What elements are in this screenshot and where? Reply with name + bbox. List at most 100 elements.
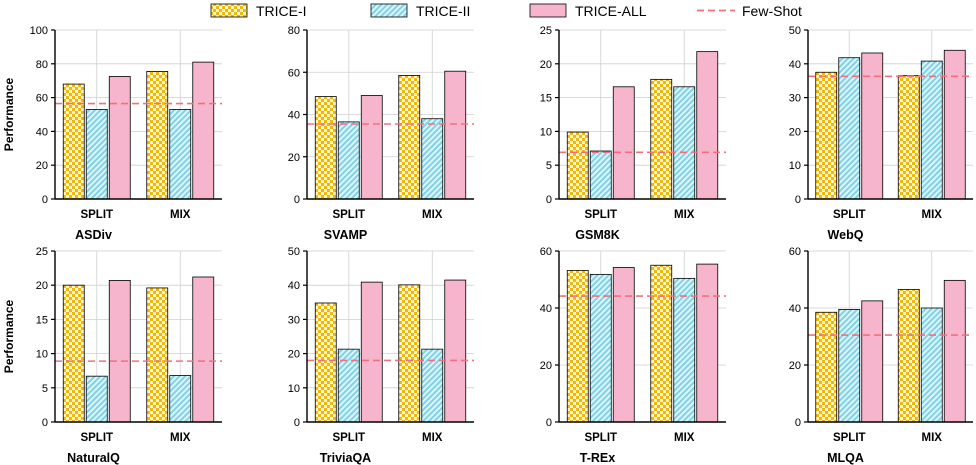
y-tick-label: 10 (540, 126, 552, 138)
y-tick-label: 60 (36, 93, 48, 105)
panel-title: GSM8K (575, 228, 619, 242)
bar-trice-ii-split (337, 121, 360, 200)
bar-trice-i-mix (398, 284, 421, 423)
y-tick-label: 60 (540, 246, 552, 258)
y-tick-label: 30 (288, 314, 300, 326)
x-tick-label: MIX (422, 209, 443, 221)
y-tick-label: 20 (540, 360, 552, 372)
bar-trice-i-split (314, 96, 337, 200)
bar-trice-i-mix (398, 75, 421, 200)
bar-trice-ii-mix (920, 307, 943, 423)
bar-trice-all-mix (943, 49, 966, 200)
bar-trice-ii-mix (920, 60, 943, 200)
y-tick-label: 20 (288, 152, 300, 164)
y-tick-label: 20 (540, 59, 552, 71)
y-tick-label: 0 (795, 417, 801, 429)
y-tick-label: 20 (789, 126, 801, 138)
panel-mlqa: SPLIT MIX 0 20 40 60 MLQA (789, 246, 973, 465)
bar-trice-i-mix (897, 75, 920, 200)
bar-trice-ii-mix (421, 118, 444, 200)
legend-label-trice-all: TRICE-ALL (575, 3, 647, 19)
y-tick-label: 40 (288, 110, 300, 122)
panel-title: TriviaQA (320, 451, 371, 465)
y-tick-label: 5 (546, 160, 552, 172)
bar-trice-ii-split (85, 375, 108, 423)
legend-swatch-trice-ii (370, 3, 408, 18)
y-tick-label: 20 (789, 360, 801, 372)
bar-trice-all-split (861, 52, 884, 200)
x-tick-label: SPLIT (332, 432, 365, 444)
y-tick-label: 0 (546, 194, 552, 206)
bar-trice-i-split (62, 83, 85, 200)
y-tick-label: 10 (36, 349, 48, 361)
x-tick-label: SPLIT (833, 209, 866, 221)
bar-trice-all-mix (943, 279, 966, 423)
x-tick-label: MIX (170, 209, 191, 221)
bar-trice-all-mix (696, 263, 719, 423)
y-tick-label: 40 (288, 280, 300, 292)
x-tick-label: SPLIT (584, 209, 617, 221)
panel-title: MLQA (827, 451, 864, 465)
x-tick-label: SPLIT (584, 432, 617, 444)
legend-item-trice-all: TRICE-ALL (529, 3, 647, 19)
x-tick-label: MIX (170, 432, 191, 444)
panel-title: WebQ (828, 228, 864, 242)
panel-title: NaturalQ (67, 451, 120, 465)
bar-trice-ii-split (838, 309, 861, 423)
y-tick-label: 0 (42, 417, 48, 429)
legend-swatch-trice-all (529, 3, 567, 18)
y-tick-label: 60 (789, 246, 801, 258)
legend-item-trice-ii: TRICE-II (370, 3, 470, 19)
y-tick-label: 40 (789, 303, 801, 315)
y-tick-label: 40 (540, 303, 552, 315)
y-tick-label: 40 (36, 126, 48, 138)
bar-trice-i-mix (897, 289, 920, 423)
bar-trice-i-mix (146, 71, 169, 200)
y-tick-label: 0 (795, 194, 801, 206)
y-tick-label: 30 (789, 93, 801, 105)
bar-trice-i-mix (650, 78, 673, 200)
x-tick-label: MIX (674, 209, 695, 221)
y-tick-label: 50 (789, 25, 801, 37)
panel-gsm8k: SPLIT MIX 0 5 10 15 20 25 GSM8K (540, 25, 726, 242)
panel-title: ASDiv (75, 228, 112, 242)
legend-swatch-trice-i (210, 3, 248, 18)
x-tick-label: MIX (922, 432, 943, 444)
bar-trice-i-split (566, 131, 589, 200)
bar-trice-all-mix (192, 276, 215, 423)
y-tick-label: 0 (546, 417, 552, 429)
panel-svamp: SPLIT MIX 0 20 40 60 80 SVAMP (288, 25, 474, 242)
bar-trice-ii-mix (169, 375, 192, 423)
bar-trice-all-split (360, 281, 383, 423)
legend-label-few-shot: Few-Shot (742, 3, 802, 19)
panel-asdiv: SPLIT MIX 0 20 40 60 80 100 ASDiv Performance (2, 25, 222, 242)
bar-trice-all-mix (444, 279, 467, 423)
y-tick-label: 20 (288, 349, 300, 361)
panel-t-rex: SPLIT MIX 0 20 40 60 T-REx (540, 246, 726, 465)
legend-item-few-shot: Few-Shot (697, 3, 802, 19)
x-tick-label: MIX (922, 209, 943, 221)
y-axis-label: Performance (2, 77, 16, 151)
y-tick-label: 80 (288, 25, 300, 37)
bar-trice-all-split (612, 267, 635, 423)
panels: SPLIT MIX020406080100ASDivPerformanceSPLI… (2, 25, 973, 465)
y-tick-label: 20 (36, 280, 48, 292)
bar-trice-ii-split (838, 57, 861, 200)
bar-trice-all-split (108, 76, 131, 200)
bar-trice-i-mix (146, 287, 169, 423)
y-tick-label: 40 (789, 59, 801, 71)
bar-trice-i-split (566, 269, 589, 423)
y-tick-label: 0 (294, 194, 300, 206)
bar-trice-i-mix (650, 264, 673, 423)
panel-webq: SPLIT MIX 0 10 20 30 40 50 WebQ (789, 25, 973, 242)
legend: TRICE-I TRICE-II TRICE-ALL Few-Shot (210, 3, 802, 19)
y-tick-label: 50 (288, 246, 300, 258)
legend-label-trice-ii: TRICE-II (416, 3, 470, 19)
y-tick-label: 10 (288, 383, 300, 395)
panel-naturalq: SPLIT MIX 0 5 10 15 20 25 NaturalQ Performance (2, 246, 222, 465)
y-tick-label: 5 (42, 383, 48, 395)
y-tick-label: 25 (36, 246, 48, 258)
y-tick-label: 25 (540, 25, 552, 37)
bar-trice-ii-mix (673, 86, 696, 200)
